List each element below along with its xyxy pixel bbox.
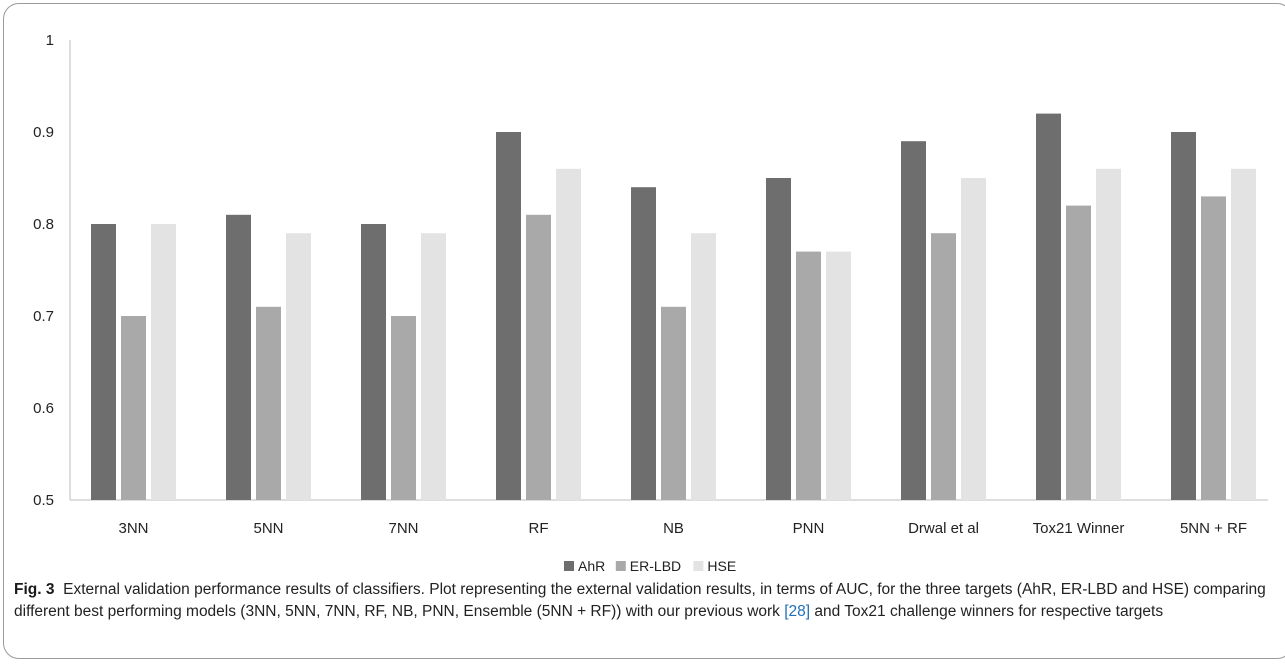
bar-ahr-5nn-rf [1171,132,1196,500]
legend-swatch [615,561,626,571]
bar-ahr-3nn [91,224,116,500]
legend-swatch [693,561,704,571]
bar-ahr-nb [631,187,656,500]
bar-hse-7nn [421,233,446,500]
bar-er-lbd-pnn [796,251,821,500]
y-tick-label: 1 [46,32,54,49]
bar-ahr-drwal-et-al [901,141,926,500]
x-category-label: RF [529,520,549,537]
x-category-label: PNN [793,520,825,537]
bar-er-lbd-3nn [121,316,146,500]
y-tick-label: 0.6 [33,400,54,417]
bar-hse-tox21-winner [1096,168,1121,501]
x-category-label: Tox21 Winner [1033,520,1125,537]
bar-er-lbd-5nn [256,306,281,500]
x-category-label: 3NN [118,520,148,537]
bar-hse-3nn [151,224,176,500]
x-category-label: Drwal et al [908,520,979,537]
x-category-label: NB [663,520,684,537]
x-axis-category-labels: 3NN 5NN 7NN RF NB PNN Drwal et al Tox21 Winner 5… [118,520,1247,537]
y-tick-label: 0.8 [33,216,54,233]
x-category-label: 5NN [253,520,283,537]
bar-er-lbd-drwal-et-al [931,233,956,500]
x-category-label: 7NN [388,520,418,537]
legend-label: HSE [707,558,736,574]
figure-caption: Fig. 3 External validation performance r… [14,579,1276,623]
y-axis-ticks: 0.5 0.6 0.7 0.8 0.9 1 [33,32,54,509]
bar-hse-pnn [826,251,851,500]
bar-chart: 0.5 0.6 0.7 0.8 0.9 1 3NN 5NN 7NN RF NB PNN Drwal e… [33,32,1268,574]
bar-ahr-5nn [226,214,251,501]
citation-link[interactable]: [28] [784,603,811,620]
bar-ahr-tox21-winner [1036,113,1061,500]
y-tick-label: 0.5 [33,492,54,509]
legend-swatch [564,561,574,571]
bar-hse-5nn [286,233,311,500]
bar-er-lbd-rf [526,214,551,501]
figure-label: Fig. 3 [14,581,55,598]
bar-er-lbd-nb [661,306,686,500]
x-category-label: 5NN + RF [1180,520,1247,537]
bar-er-lbd-7nn [391,316,416,500]
y-tick-label: 0.7 [33,308,54,325]
bar-hse-rf [556,168,581,501]
y-tick-label: 0.9 [33,124,54,141]
legend-label: ER-LBD [630,558,681,574]
legend-label: AhR [578,558,605,574]
caption-text-end: and Tox21 challenge winners for respecti… [810,603,1164,620]
figure-frame [3,3,1285,659]
bar-ahr-7nn [361,224,386,500]
caption-text: External validation performance results … [14,581,1266,620]
bar-er-lbd-tox21-winner [1066,205,1091,500]
bar-ahr-pnn [766,178,791,500]
bar-series-group [91,113,1256,501]
legend: AhR ER-LBD HSE [564,558,736,574]
bar-ahr-rf [496,132,521,500]
bar-hse-drwal-et-al [961,178,986,500]
bar-hse-nb [691,233,716,500]
bar-hse-5nn-rf [1231,168,1256,501]
bar-er-lbd-5nn-rf [1201,196,1226,500]
